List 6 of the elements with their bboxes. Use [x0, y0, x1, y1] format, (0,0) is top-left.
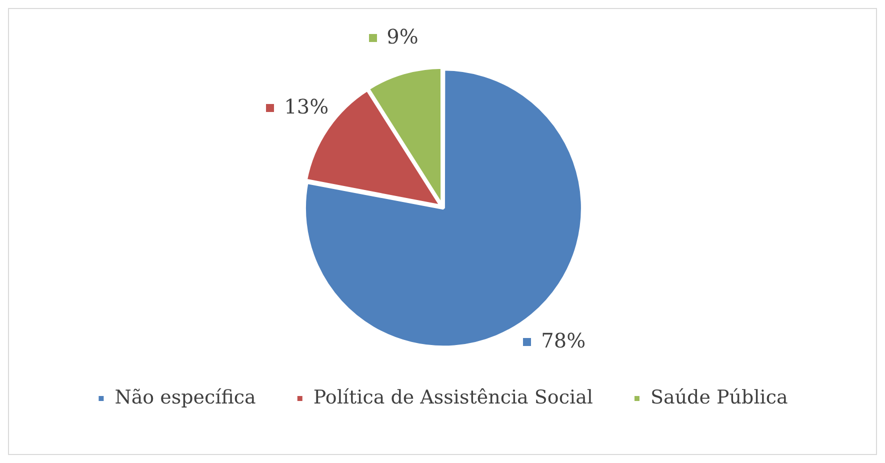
legend-label: Saúde Pública: [650, 386, 788, 408]
legend-label: Não específica: [114, 386, 256, 408]
legend-label: Política de Assistência Social: [313, 386, 593, 408]
data-label: 9%: [386, 24, 418, 49]
data-label: 13%: [284, 94, 329, 119]
data-label: 78%: [541, 328, 586, 352]
